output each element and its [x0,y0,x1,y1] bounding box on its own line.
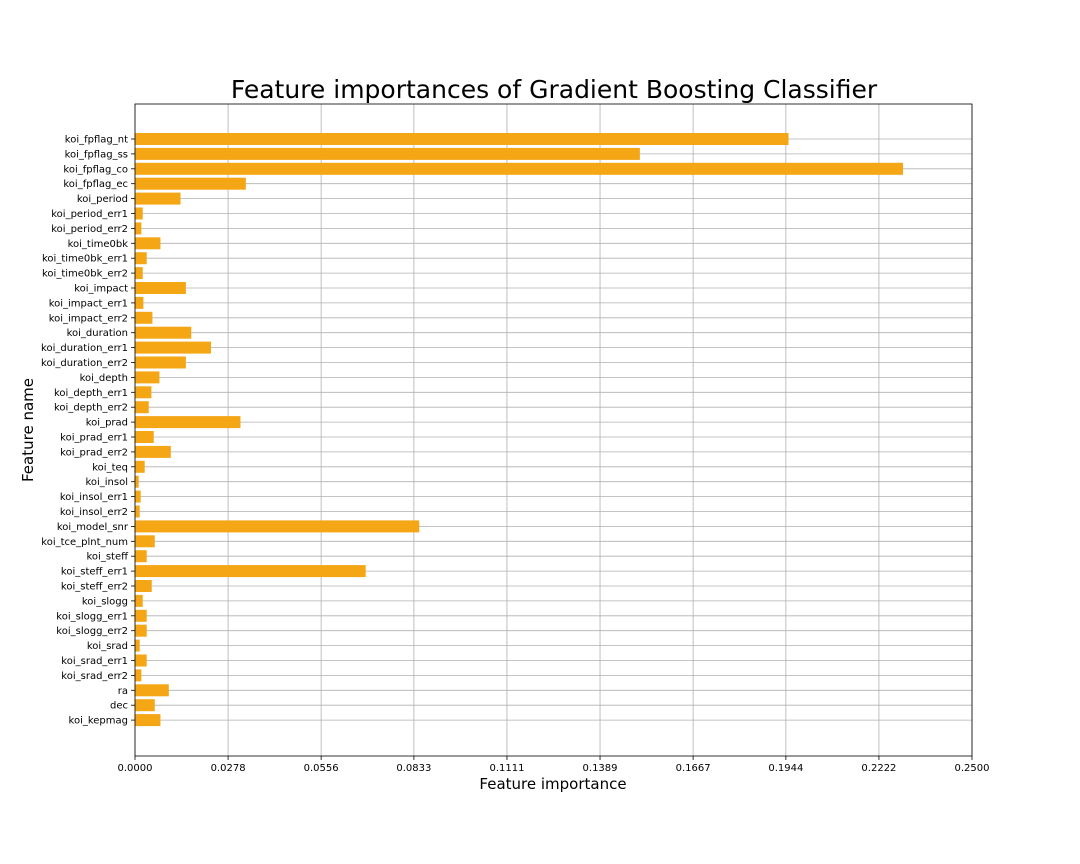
bar-koi_impact_err1 [135,296,144,309]
y-tick-label: koi_time0bk [68,239,129,250]
y-tick-label: koi_steff_err1 [61,567,128,578]
bar-koi_time0bk [135,237,161,250]
bar-koi_teq [135,460,145,473]
x-tick-label: 0.2222 [861,763,896,774]
x-tick-label: 0.1667 [676,763,711,774]
bar-koi_slogg [135,594,143,607]
x-tick-label: 0.2500 [955,763,990,774]
y-tick-label: koi_prad_err2 [60,447,128,458]
y-tick-label: koi_duration [67,328,128,339]
y-tick-label: koi_period [77,194,128,205]
bar-koi_period [135,192,181,205]
y-tick-label: koi_insol [85,477,128,488]
bar-koi_depth_err2 [135,401,149,414]
y-tick-label: koi_srad_err1 [61,656,128,667]
bar-koi_prad [135,416,241,429]
y-tick-label: koi_depth [80,373,128,384]
y-tick-label: koi_depth_err2 [54,403,128,414]
y-tick-label: koi_prad_err1 [60,433,128,444]
bar-koi_slogg_err2 [135,624,147,637]
y-tick-label: ra [118,686,128,697]
y-tick-label: koi_period_err2 [51,224,128,235]
y-tick-label: koi_time0bk_err2 [42,269,128,280]
y-tick-label: koi_srad [87,641,128,652]
y-tick-label: koi_steff [86,552,129,563]
bar-koi_fpflag_ec [135,177,246,190]
y-tick-label: koi_fpflag_nt [65,135,128,146]
bar-koi_time0bk_err2 [135,267,143,280]
x-tick-label: 0.0000 [118,763,153,774]
bar-koi_depth [135,371,160,384]
y-tick-label: koi_srad_err2 [61,671,128,682]
y-tick-label: koi_impact_err1 [49,298,128,309]
bar-koi_insol_err1 [135,490,141,503]
y-tick-label: koi_depth_err1 [54,388,128,399]
y-tick-label: koi_fpflag_ec [63,179,128,190]
bar-koi_period_err1 [135,207,143,220]
y-tick-label: koi_impact_err2 [49,313,128,324]
y-tick-label: koi_teq [92,462,128,473]
y-tick-label: koi_slogg [82,596,128,607]
bar-koi_steff [135,550,147,563]
x-tick-label: 0.1389 [583,763,618,774]
bar-koi_fpflag_nt [135,133,789,145]
bar-koi_fpflag_co [135,162,904,175]
bar-koi_slogg_err1 [135,609,147,622]
bar-koi_depth_err1 [135,386,152,399]
bars [135,133,904,727]
plot-frame [134,103,973,757]
x-tick-label: 0.1111 [489,763,524,774]
bar-koi_kepmag [135,714,161,727]
bar-koi_insol [135,475,139,488]
chart-title: Feature importances of Gradient Boosting… [231,75,878,104]
x-tick-label: 0.0833 [396,763,431,774]
bar-koi_srad_err2 [135,669,142,682]
bar-koi_tce_plnt_num [135,535,155,548]
y-tick-label: koi_impact [74,284,128,295]
bar-koi_impact_err2 [135,311,153,324]
bar-koi_srad [135,639,140,652]
grid [134,104,973,756]
y-tick-label: koi_kepmag [69,716,128,727]
bar-koi_prad_err2 [135,445,171,458]
bar-koi_impact [135,282,186,294]
y-tick-label: koi_duration_err2 [41,358,128,369]
x-tick-label: 0.0278 [211,763,246,774]
y-tick-label: koi_insol_err1 [60,492,128,503]
bar-koi_time0bk_err1 [135,252,147,265]
y-tick-label: koi_fpflag_ss [65,149,128,160]
x-axis: 0.0000 0.0278 0.0556 0.0833 0.1111 0.1389 0.16… [118,756,990,774]
bar-koi_srad_err1 [135,654,147,667]
bar-koi_model_snr [135,520,420,533]
bar-dec [135,699,155,712]
y-tick-label: koi_time0bk_err1 [42,254,128,265]
bar-koi_insol_err2 [135,505,140,518]
bar-ra [135,684,169,697]
bar-koi_steff_err2 [135,580,152,592]
bar-koi_duration_err1 [135,341,211,354]
y-axis: koi_fpflag_nt koi_fpflag_ss koi_fpflag_cok… [41,135,135,727]
bar-koi_duration [135,326,192,339]
bar-koi_duration_err2 [135,356,186,369]
x-tick-label: 0.1944 [768,763,803,774]
y-tick-label: koi_model_snr [57,522,129,533]
y-tick-label: koi_slogg_err1 [56,611,128,622]
y-tick-label: koi_insol_err2 [60,507,128,518]
bar-koi_prad_err1 [135,431,154,443]
y-tick-label: koi_steff_err2 [61,582,128,593]
y-axis-label: Feature name [19,378,37,482]
y-tick-label: koi_duration_err1 [41,343,128,354]
y-tick-label: koi_tce_plnt_num [41,537,128,548]
y-tick-label: koi_period_err1 [51,209,128,220]
x-tick-label: 0.0556 [304,763,339,774]
bar-koi_fpflag_ss [135,147,640,160]
bar-koi_period_err2 [135,222,142,235]
bar-koi_steff_err1 [135,565,366,578]
y-tick-label: dec [110,701,128,712]
x-axis-label: Feature importance [479,775,626,793]
y-tick-label: koi_prad [86,418,128,429]
y-tick-label: koi_fpflag_co [63,164,128,175]
y-tick-label: koi_slogg_err2 [56,626,128,637]
